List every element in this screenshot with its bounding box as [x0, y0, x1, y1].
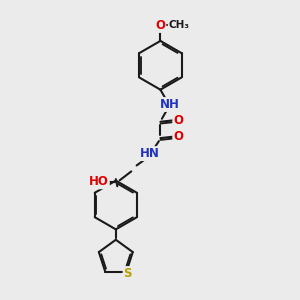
Text: O: O — [173, 130, 183, 143]
Text: O: O — [173, 114, 183, 127]
Text: CH₃: CH₃ — [169, 20, 190, 31]
Text: HN: HN — [140, 147, 160, 160]
Text: S: S — [124, 267, 132, 280]
Text: O: O — [155, 19, 165, 32]
Text: NH: NH — [159, 98, 179, 111]
Text: HO: HO — [89, 175, 109, 188]
